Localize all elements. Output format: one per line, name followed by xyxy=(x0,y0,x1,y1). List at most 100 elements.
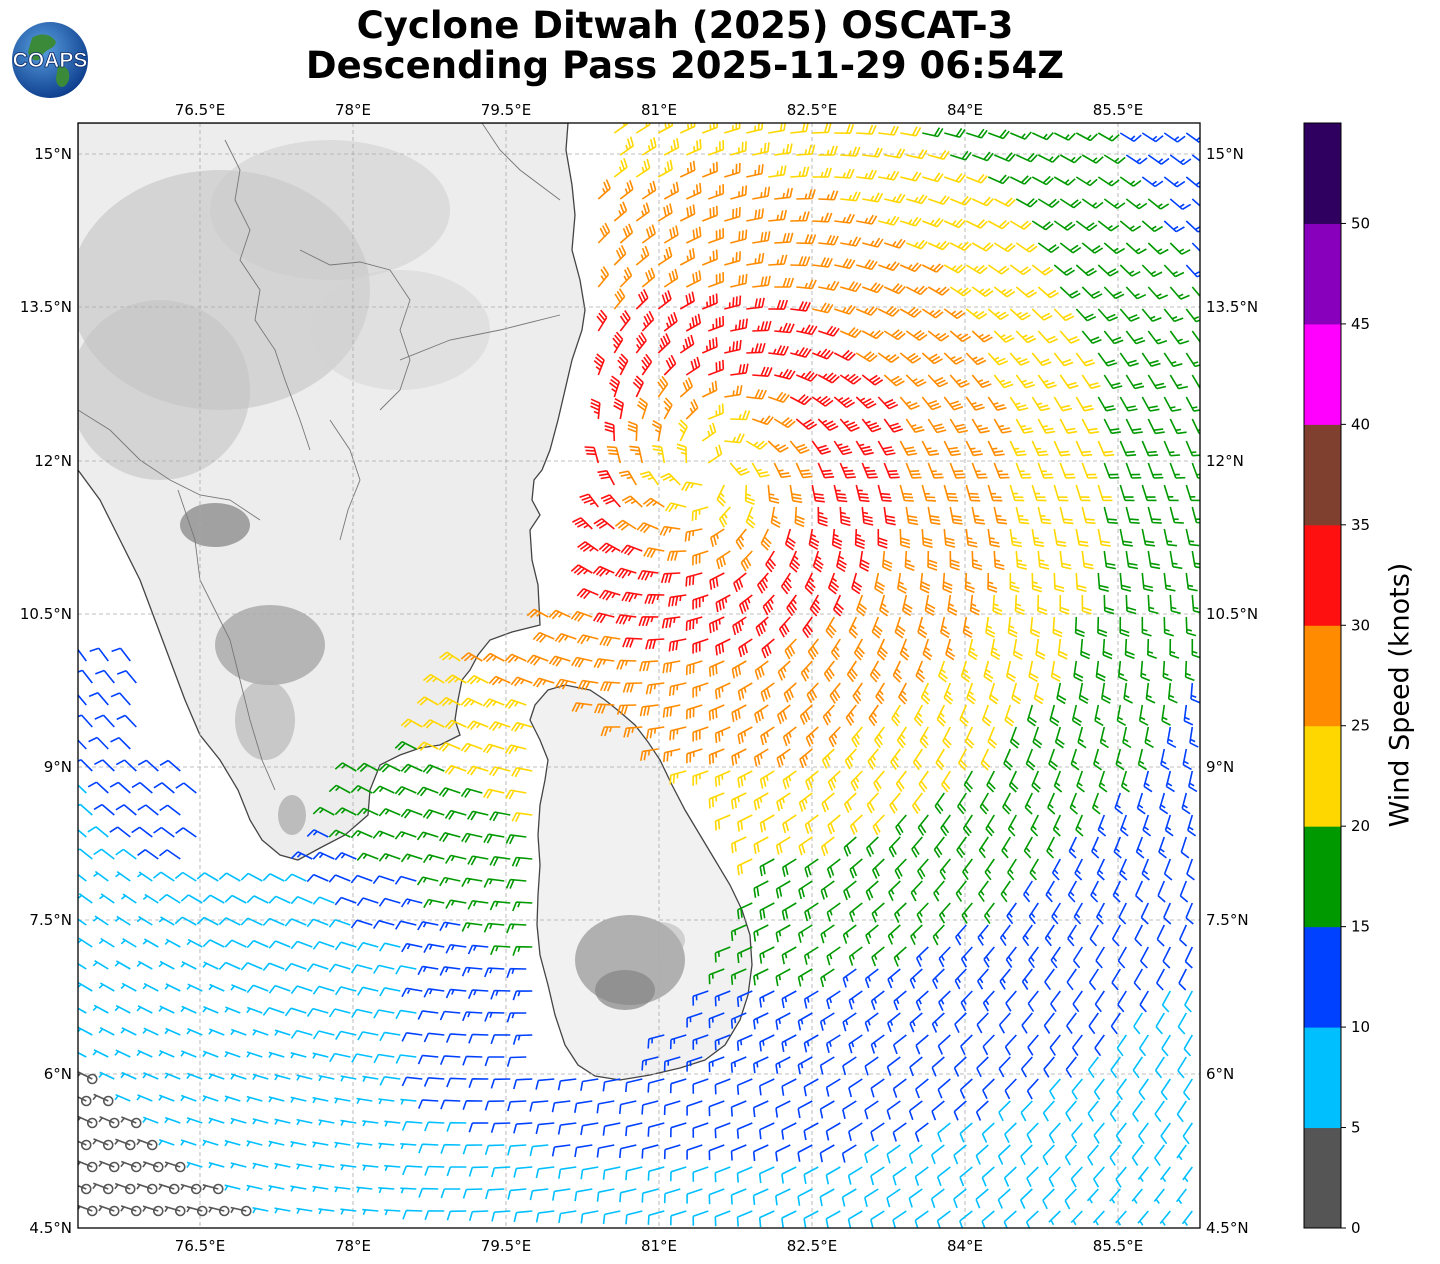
wind-barb xyxy=(840,281,862,293)
wind-barb xyxy=(768,165,787,178)
wind-barb xyxy=(78,828,87,838)
wind-barb xyxy=(780,572,793,595)
wind-barb xyxy=(490,1122,511,1133)
wind-barb xyxy=(818,280,840,291)
wind-barb xyxy=(1119,440,1137,457)
wind-barb xyxy=(1115,1210,1127,1226)
wind-barb xyxy=(911,792,923,815)
wind-barb xyxy=(142,1072,159,1080)
chart-title: Cyclone Ditwah (2025) OSCAT-3 Descending… xyxy=(0,6,1370,86)
wind-barb xyxy=(794,506,805,528)
wind-barb xyxy=(1163,440,1181,457)
wind-barb xyxy=(262,873,285,882)
wind-barb xyxy=(871,858,885,879)
wind-barb xyxy=(1037,374,1057,389)
wind-barb xyxy=(927,374,949,388)
wind-barb xyxy=(1059,462,1076,479)
wind-barb xyxy=(1045,880,1055,903)
wind-barb xyxy=(340,1119,357,1126)
wind-barb xyxy=(1154,1100,1165,1123)
wind-barb xyxy=(943,264,966,274)
wind-barb xyxy=(669,1034,687,1050)
wind-barb xyxy=(418,1187,439,1198)
wind-barb xyxy=(246,1006,263,1014)
wind-barb xyxy=(356,897,379,907)
wind-barb xyxy=(196,872,219,882)
wind-barb xyxy=(663,1188,681,1204)
lat-right-label: 7.5°N xyxy=(1206,911,1249,929)
wind-barb xyxy=(1090,880,1100,903)
wind-barb xyxy=(1124,638,1135,660)
wind-barb xyxy=(921,263,944,273)
wind-barb xyxy=(651,420,662,442)
wind-barb xyxy=(467,855,489,866)
wind-barb xyxy=(334,1186,351,1193)
wind-barb xyxy=(878,215,900,226)
wind-barb xyxy=(938,902,951,924)
wind-barb xyxy=(1015,242,1038,253)
wind-barb xyxy=(733,572,747,593)
wind-barb xyxy=(818,145,838,156)
wind-barb xyxy=(1103,198,1126,210)
wind-barb xyxy=(1143,770,1153,793)
wind-barb xyxy=(868,704,879,727)
wind-barb xyxy=(268,1140,285,1148)
wind-barb xyxy=(114,1093,131,1102)
wind-barb xyxy=(580,1078,599,1091)
wind-barb xyxy=(820,968,835,988)
wind-barb xyxy=(819,1100,835,1119)
wind-barb xyxy=(246,1095,263,1103)
wind-barb xyxy=(490,989,511,1000)
wind-barb xyxy=(746,208,764,222)
wind-barb xyxy=(812,257,833,268)
wind-barb xyxy=(1042,1100,1055,1122)
wind-barb xyxy=(378,808,401,817)
wind-barb xyxy=(886,1100,901,1120)
wind-barb xyxy=(641,1188,659,1203)
wind-barb xyxy=(911,836,923,858)
wind-barb xyxy=(461,966,483,977)
wind-barb xyxy=(507,1188,527,1200)
wind-barb xyxy=(1025,1210,1039,1228)
wind-barb xyxy=(136,1183,158,1195)
wind-barb xyxy=(759,1122,775,1140)
wind-barb xyxy=(1103,594,1115,615)
wind-barb xyxy=(318,1119,335,1126)
wind-barb xyxy=(416,741,439,752)
wind-barb xyxy=(967,638,978,661)
wind-barb xyxy=(861,506,874,526)
wind-barb xyxy=(1163,220,1185,233)
wind-barb xyxy=(296,1163,313,1170)
wind-barb xyxy=(839,418,860,432)
colorbar-label-text: Wind Speed (knots) xyxy=(1384,562,1416,828)
wind-barb xyxy=(262,917,285,927)
wind-barb xyxy=(987,726,998,749)
wind-barb xyxy=(180,1139,197,1146)
wind-barb xyxy=(511,767,533,778)
wind-barb xyxy=(942,726,952,749)
wind-barb xyxy=(395,965,417,975)
wind-barb xyxy=(1183,704,1194,726)
wind-barb xyxy=(1141,308,1162,323)
wind-barb xyxy=(856,594,868,617)
wind-barb xyxy=(892,660,903,683)
wind-barb xyxy=(871,946,885,967)
wind-barb xyxy=(730,968,747,985)
wind-barb xyxy=(1003,1210,1017,1228)
wind-barb xyxy=(164,938,181,948)
wind-barb xyxy=(737,770,753,788)
wind-barb xyxy=(933,836,945,858)
wind-barb xyxy=(1030,616,1041,638)
wind-barb xyxy=(1075,132,1098,142)
wind-barb xyxy=(416,831,439,841)
wind-barb xyxy=(752,142,770,156)
wind-barb xyxy=(931,1012,945,1033)
wind-barb xyxy=(812,212,833,223)
wind-barb xyxy=(1103,374,1123,390)
wind-barb xyxy=(833,440,853,456)
wind-barb xyxy=(290,851,313,860)
wind-barb xyxy=(268,895,291,904)
wind-barb xyxy=(1131,1188,1143,1204)
wind-barb xyxy=(1049,704,1060,727)
wind-barb xyxy=(940,814,951,837)
